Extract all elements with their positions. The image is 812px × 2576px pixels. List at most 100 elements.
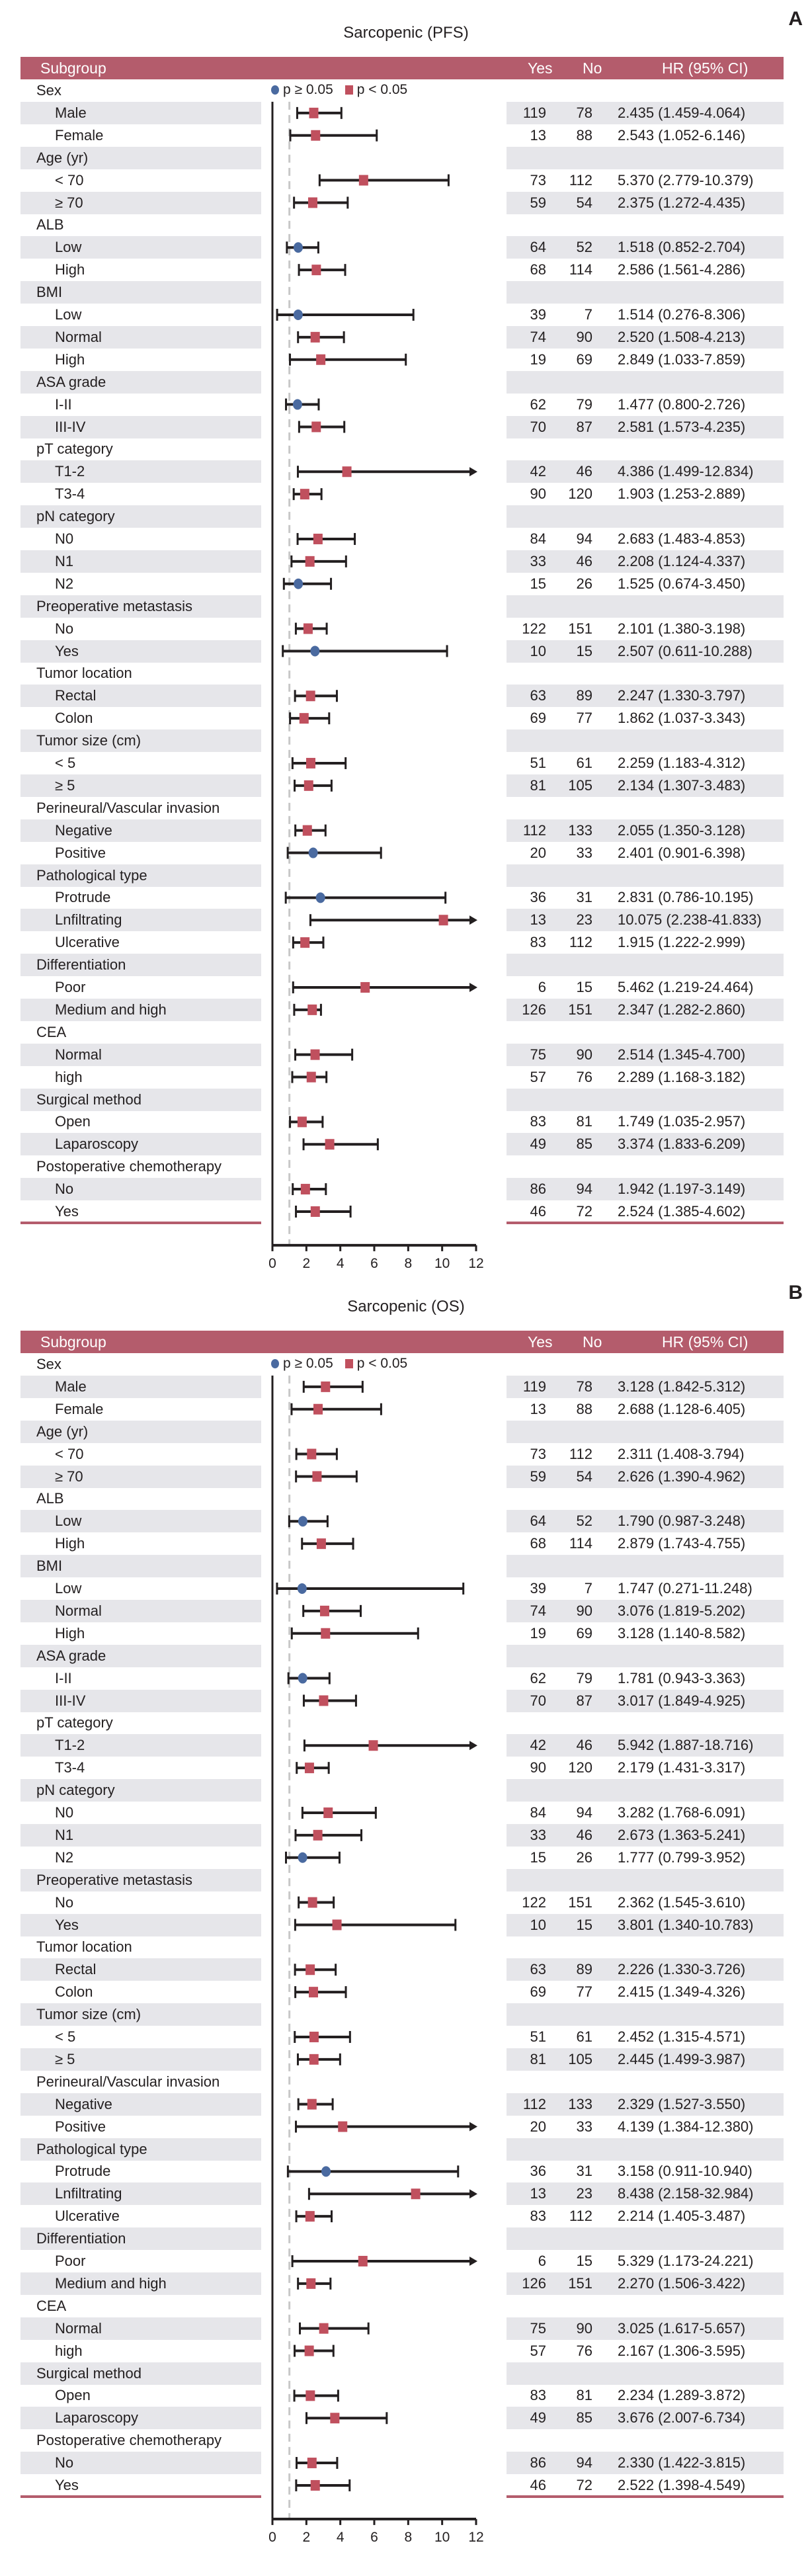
column-header-hr: HR (95% CI) — [662, 1333, 749, 1350]
subgroup-label: T1-2 — [55, 1737, 85, 1754]
no-count: 94 — [576, 2454, 592, 2472]
hr-point-significant — [310, 331, 320, 343]
hr-point-significant — [297, 1116, 307, 1128]
subgroup-category-row: Sex — [20, 79, 261, 102]
no-count: 120 — [568, 485, 592, 503]
hr-point-significant — [342, 466, 352, 478]
subgroup-row: No — [20, 1178, 261, 1201]
subgroup-row: Lnfiltrating — [20, 2182, 261, 2206]
stats-row: 68 114 2.586 (1.561-4.286) — [507, 259, 784, 281]
subgroup-row: ≥ 70 — [20, 1465, 261, 1488]
hr-point-significant — [307, 2458, 317, 2469]
yes-count: 75 — [530, 2319, 546, 2337]
column-header-subgroup: Subgroup — [40, 1333, 106, 1350]
stats-row: 74 90 2.520 (1.508-4.213) — [507, 325, 784, 349]
subgroup-row: Negative — [20, 819, 261, 842]
yes-count: 84 — [530, 1804, 546, 1821]
stats-row: 75 90 2.514 (1.345-4.700) — [507, 1043, 784, 1066]
yes-count: 83 — [530, 2387, 546, 2404]
stats-row: 42 46 4.386 (1.499-12.834) — [507, 460, 784, 483]
category-label: Perineural/Vascular invasion — [36, 799, 220, 816]
hr-ci-text: 1.942 (1.197-3.149) — [618, 1181, 746, 1198]
subgroup-row: < 70 — [20, 1443, 261, 1466]
subgroup-row: Laparoscopy — [20, 1133, 261, 1156]
yes-count: 75 — [530, 1046, 546, 1063]
chart-title: Sarcopenic (OS) — [347, 1298, 465, 1315]
stats-row: 90 120 1.903 (1.253-2.889) — [507, 483, 784, 505]
stats-row: 74 90 3.076 (1.819-5.202) — [507, 1599, 784, 1622]
stats-row: 119 78 2.435 (1.459-4.064) — [507, 101, 784, 124]
subgroup-label: High — [55, 261, 85, 278]
no-count: 15 — [576, 2253, 592, 2269]
category-label: Tumor location — [36, 1938, 132, 1956]
yes-count: 13 — [530, 1400, 546, 1417]
no-count: 90 — [576, 1046, 592, 1063]
hr-ci-text: 10.075 (2.238-41.833) — [618, 911, 762, 929]
no-count: 90 — [576, 328, 592, 345]
hr-ci-text: 2.401 (0.901-6.398) — [618, 844, 746, 861]
no-count: 61 — [576, 755, 592, 771]
no-count: 33 — [576, 2118, 592, 2135]
subgroup-category-row: CEA — [20, 2295, 261, 2317]
subgroup-category-row: ASA grade — [20, 1644, 261, 1667]
subgroup-label: Rectal — [55, 1961, 97, 1978]
hr-point-significant — [316, 354, 326, 365]
hr-ci-text: 3.158 (0.911-10.940) — [618, 2163, 752, 2180]
hr-point-significant — [360, 981, 370, 993]
hr-point-significant — [310, 2479, 320, 2491]
yes-count: 19 — [530, 351, 546, 368]
subgroup-category-row: pN category — [20, 505, 261, 528]
subgroup-label: Normal — [55, 1602, 102, 1619]
subgroup-label: No — [55, 620, 74, 637]
category-label: Postoperative chemotherapy — [36, 1158, 222, 1175]
hr-ci-text: 2.673 (1.363-5.241) — [618, 1826, 746, 1843]
category-label: pN category — [36, 508, 115, 525]
subgroup-category-row: Tumor location — [20, 662, 261, 685]
stats-row: 59 54 2.375 (1.272-4.435) — [507, 191, 784, 214]
no-count: 114 — [569, 1535, 592, 1552]
hr-ci-text: 1.790 (0.987-3.248) — [618, 1513, 746, 1530]
subgroup-label: Yes — [55, 642, 79, 659]
subgroup-label: ≥ 5 — [55, 2050, 75, 2067]
hr-ci-text: 2.214 (1.405-3.487) — [618, 2208, 746, 2225]
stats-row: 49 85 3.676 (2.007-6.734) — [507, 2407, 784, 2430]
hr-point-significant — [307, 1004, 317, 1015]
stats-row: 39 7 1.514 (0.276-8.306) — [507, 304, 784, 326]
x-tick-label: 12 — [468, 1256, 483, 1271]
stats-row: 83 81 2.234 (1.289-3.872) — [507, 2384, 784, 2407]
no-count: 81 — [576, 2387, 592, 2404]
no-count: 31 — [576, 889, 592, 906]
no-count: 26 — [576, 575, 592, 592]
subgroup-label: high — [55, 2342, 83, 2359]
forest-plot-area: 0 2 4 6 8 10 12 — [268, 1375, 484, 2545]
category-label: Differentiation — [36, 2230, 126, 2247]
hr-point-significant — [300, 489, 309, 500]
no-count: 85 — [576, 2409, 592, 2427]
no-count: 79 — [576, 1669, 592, 1686]
subgroup-label: High — [55, 1624, 85, 1641]
no-count: 46 — [576, 1826, 592, 1843]
subgroup-row: III-IV — [20, 1689, 261, 1712]
stats-row: 112 133 2.329 (1.527-3.550) — [507, 2093, 784, 2116]
no-count: 90 — [576, 2319, 592, 2337]
stats-row: 84 94 3.282 (1.768-6.091) — [507, 1802, 784, 1824]
yes-count: 74 — [530, 328, 546, 345]
no-count: 23 — [576, 2185, 592, 2202]
stats-row: 59 54 2.626 (1.390-4.962) — [507, 1465, 784, 1488]
stats-row — [507, 1088, 784, 1111]
category-label: Tumor size (cm) — [36, 2006, 142, 2023]
subgroup-label: N0 — [55, 530, 74, 547]
hr-point-significant — [310, 1206, 320, 1217]
subgroup-row: Open — [20, 2384, 261, 2407]
hr-point-significant — [316, 1538, 326, 1550]
no-count: 133 — [568, 821, 592, 839]
no-count: 15 — [576, 1916, 592, 1933]
stats-row: 36 31 3.158 (0.911-10.940) — [507, 2160, 784, 2182]
category-label: pT category — [36, 1714, 113, 1731]
column-header-no: No — [583, 60, 602, 77]
hr-point-significant — [321, 1381, 331, 1392]
subgroup-label: Colon — [55, 710, 93, 727]
subgroup-label: < 5 — [55, 2028, 76, 2045]
hr-ci-text: 1.915 (1.222-2.999) — [618, 934, 746, 951]
subgroup-row: Rectal — [20, 685, 261, 708]
